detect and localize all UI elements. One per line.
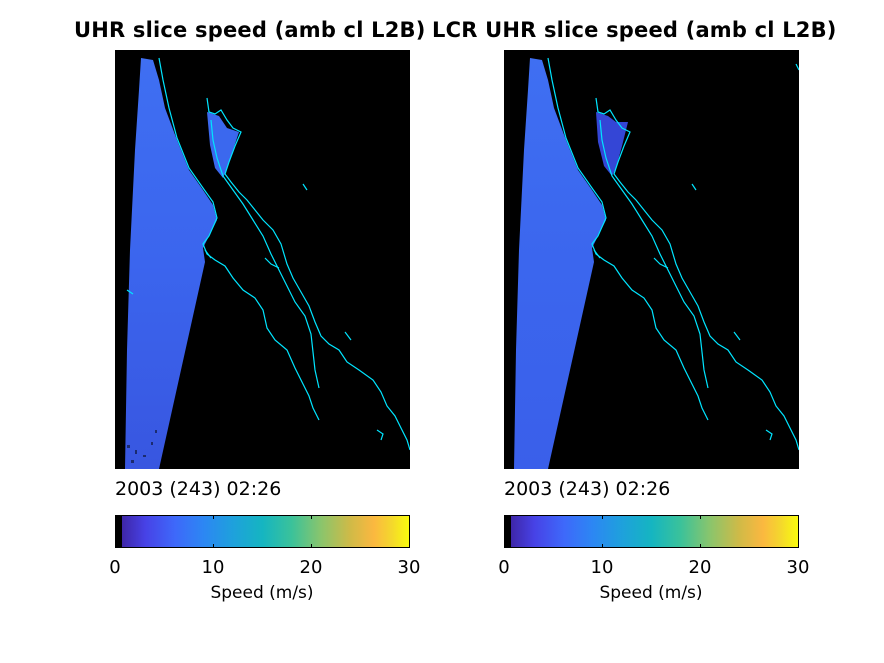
colorbar-tickmark (700, 515, 701, 519)
right-colorbar-tick: 10 (590, 557, 614, 578)
right-colorbar-label: Speed (m/s) (599, 583, 703, 603)
colorbar-tickmark (602, 544, 603, 548)
right-colorbar-tick: 20 (688, 557, 712, 578)
gulf-inlet (207, 112, 239, 178)
right-timestamp: 2003 (243) 02:26 (504, 478, 671, 500)
wind-swath (125, 58, 217, 469)
left-panel-title: UHR slice speed (amb cl L2B) (74, 18, 426, 42)
left-colorbar (115, 515, 410, 548)
left-colorbar-tick: 10 (201, 557, 225, 578)
gulf-inlet (596, 112, 628, 176)
colorbar-tickmark (213, 544, 214, 548)
right-wind-speed-map (504, 50, 799, 469)
coastline (126, 57, 410, 451)
colorbar-tickmark (213, 515, 214, 519)
left-colorbar-tick: 20 (299, 557, 323, 578)
coastline (547, 57, 799, 451)
left-wind-speed-map (115, 50, 410, 469)
left-colorbar-tick: 0 (109, 557, 121, 578)
left-colorbar-tick: 30 (397, 557, 421, 578)
colorbar-tickmark (602, 515, 603, 519)
right-colorbar (504, 515, 799, 548)
left-timestamp: 2003 (243) 02:26 (115, 478, 282, 500)
colorbar-tickmark (311, 515, 312, 519)
colorbar-tickmark (311, 544, 312, 548)
colorbar-tickmark (700, 544, 701, 548)
right-panel-title: LCR UHR slice speed (amb cl L2B) (432, 18, 837, 42)
right-colorbar-tick: 30 (786, 557, 810, 578)
left-colorbar-label: Speed (m/s) (210, 583, 314, 603)
right-colorbar-tick: 0 (498, 557, 510, 578)
wind-swath (514, 58, 606, 469)
